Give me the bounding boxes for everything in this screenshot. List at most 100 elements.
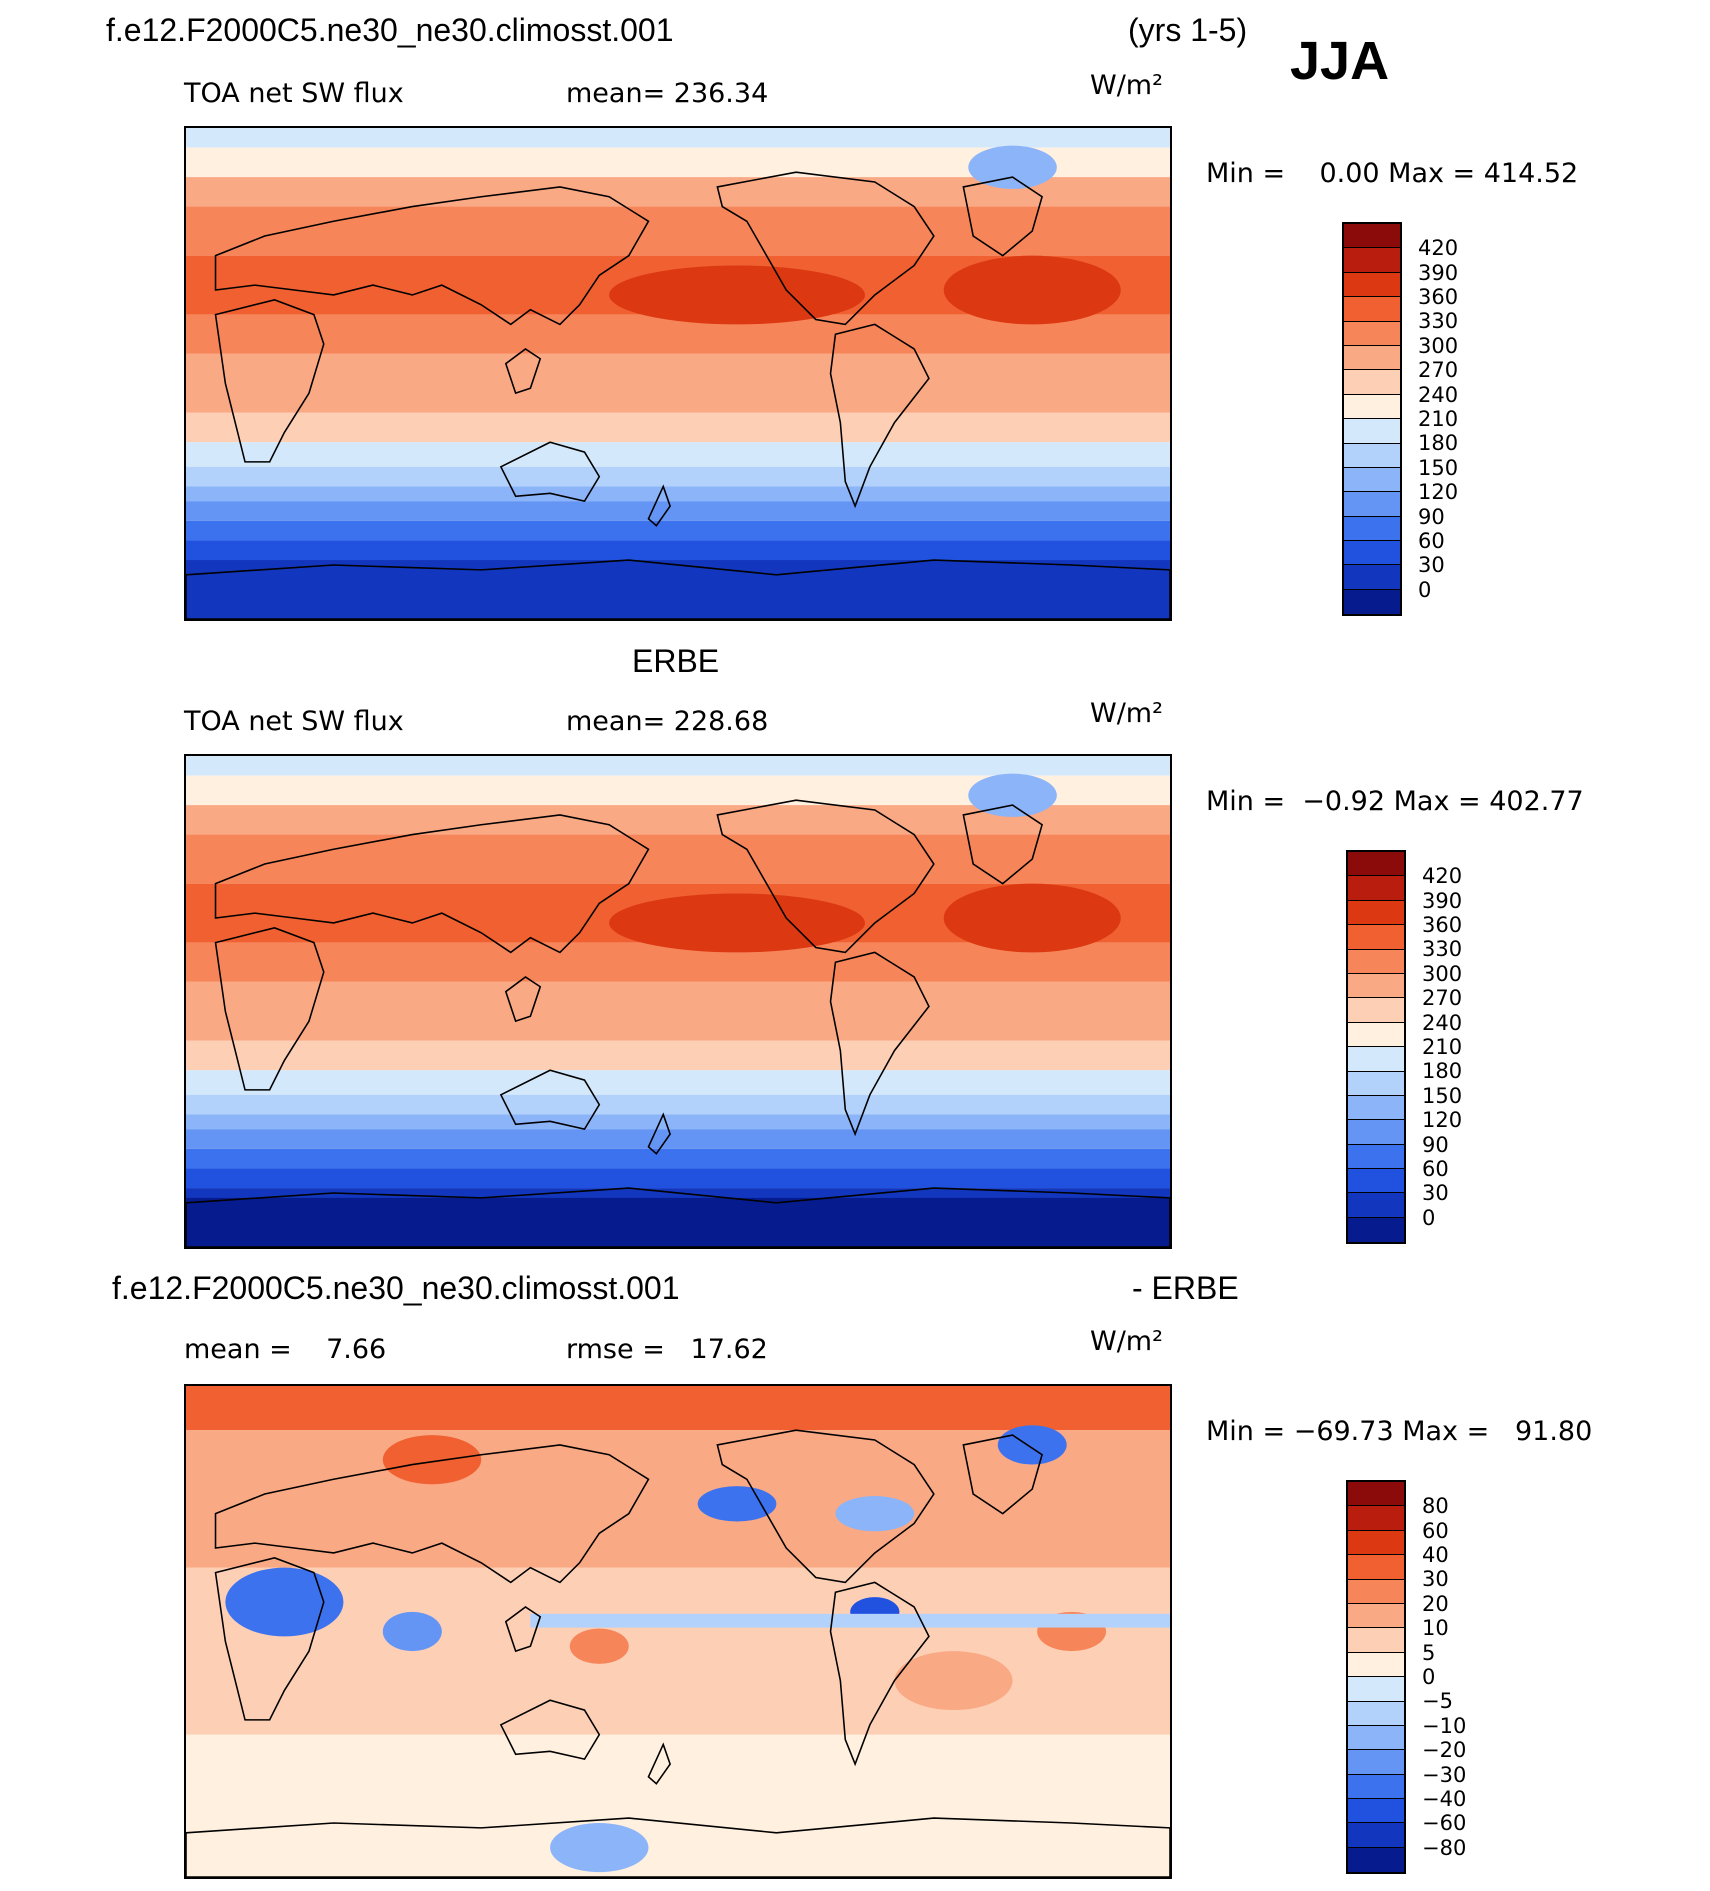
colorbar-swatch bbox=[1348, 1047, 1404, 1072]
colorbar-swatch bbox=[1344, 224, 1400, 249]
colorbar-swatch bbox=[1348, 925, 1404, 950]
colorbar-swatch bbox=[1348, 1095, 1404, 1121]
coastline bbox=[829, 951, 930, 1137]
colorbar-label: 30 bbox=[1422, 1181, 1449, 1206]
case-title: f.e12.F2000C5.ne30_ne30.climosst.001 bbox=[106, 12, 674, 48]
coastline bbox=[504, 347, 542, 395]
colorbar-label: 240 bbox=[1422, 1010, 1463, 1035]
colorbar-label: 120 bbox=[1422, 1108, 1463, 1133]
units-label: W/m² bbox=[1090, 1326, 1163, 1357]
colorbar-label: 330 bbox=[1418, 309, 1459, 334]
colorbar-swatch bbox=[1348, 1071, 1404, 1096]
coastline bbox=[214, 1557, 325, 1721]
colorbar-swatch bbox=[1348, 1725, 1404, 1751]
colorbar-swatch bbox=[1344, 248, 1400, 273]
coastline bbox=[499, 1069, 601, 1131]
colorbar-swatch bbox=[1348, 1701, 1404, 1726]
mean-label: mean= 236.34 bbox=[566, 78, 769, 109]
coastline bbox=[829, 323, 930, 509]
colorbar-label: 210 bbox=[1418, 407, 1459, 431]
colorbar-swatch bbox=[1348, 1774, 1404, 1800]
colorbar bbox=[1346, 1480, 1406, 1875]
colorbar-label: 5 bbox=[1422, 1640, 1436, 1665]
colorbar-swatch bbox=[1344, 297, 1400, 322]
colorbar-swatch bbox=[1344, 272, 1400, 298]
coastline bbox=[214, 299, 325, 463]
colorbar-label: 360 bbox=[1422, 913, 1463, 937]
colorbar-label: 60 bbox=[1422, 1518, 1449, 1543]
coastline bbox=[716, 1429, 935, 1584]
colorbar-label: 150 bbox=[1418, 455, 1459, 480]
colorbar-label: 30 bbox=[1422, 1567, 1449, 1592]
colorbar-label: 60 bbox=[1418, 529, 1445, 553]
colorbar-swatch bbox=[1344, 516, 1400, 542]
coastline bbox=[504, 975, 542, 1023]
colorbar-swatch bbox=[1348, 1144, 1404, 1170]
coastline bbox=[499, 1699, 601, 1761]
colorbar-label: 210 bbox=[1422, 1035, 1463, 1059]
colorbar-label: 90 bbox=[1418, 504, 1445, 529]
colorbar bbox=[1342, 222, 1402, 617]
colorbar-swatch bbox=[1348, 1750, 1404, 1775]
colorbar-swatch bbox=[1348, 900, 1404, 926]
colorbar-swatch bbox=[1348, 949, 1404, 974]
colorbar-label: 270 bbox=[1422, 986, 1463, 1011]
colorbar bbox=[1346, 850, 1406, 1245]
colorbar-label: 300 bbox=[1418, 333, 1459, 358]
colorbar-swatch bbox=[1344, 565, 1400, 590]
coastline bbox=[716, 799, 935, 954]
coastline bbox=[499, 441, 601, 503]
map-difference bbox=[184, 1384, 1172, 1879]
colorbar-label: 180 bbox=[1422, 1059, 1463, 1084]
colorbar-swatch bbox=[1344, 467, 1400, 493]
map-model-sw-flux bbox=[184, 126, 1172, 621]
variable-label: TOA net SW flux bbox=[184, 706, 404, 737]
coastline bbox=[829, 1581, 930, 1767]
coastline bbox=[647, 1112, 672, 1155]
coastline bbox=[962, 1434, 1043, 1515]
colorbar-swatch bbox=[1348, 1847, 1404, 1873]
season-label: JJA bbox=[1290, 31, 1390, 91]
colorbar-swatch bbox=[1348, 1628, 1404, 1653]
colorbar-swatch bbox=[1348, 1579, 1404, 1604]
mean-label: mean = 7.66 bbox=[184, 1334, 387, 1365]
colorbar-swatch bbox=[1348, 876, 1404, 901]
coastline bbox=[214, 1444, 650, 1584]
coastline bbox=[716, 171, 935, 326]
coastline bbox=[962, 176, 1043, 257]
units-label: W/m² bbox=[1090, 70, 1163, 101]
colorbar-swatch bbox=[1348, 1603, 1404, 1629]
colorbar-swatch bbox=[1348, 1217, 1404, 1243]
colorbar-swatch bbox=[1348, 852, 1404, 877]
colorbar-label: 30 bbox=[1418, 553, 1445, 578]
rmse-label: rmse = 17.62 bbox=[566, 1334, 768, 1365]
years-label: (yrs 1-5) bbox=[1128, 12, 1248, 48]
colorbar-label: 60 bbox=[1422, 1157, 1449, 1181]
colorbar-label: 150 bbox=[1422, 1083, 1463, 1108]
colorbar-label: 80 bbox=[1422, 1494, 1449, 1519]
map-erbe-sw-flux bbox=[184, 754, 1172, 1249]
units-label: W/m² bbox=[1090, 698, 1163, 729]
coastline bbox=[186, 559, 1170, 619]
mean-label: mean= 228.68 bbox=[566, 706, 769, 737]
coastline bbox=[647, 484, 672, 527]
colorbar-swatch bbox=[1344, 419, 1400, 444]
colorbar-label: −30 bbox=[1422, 1762, 1467, 1787]
colorbar-label: −40 bbox=[1422, 1787, 1467, 1811]
colorbar-label: 420 bbox=[1418, 236, 1459, 261]
colorbar-swatch bbox=[1348, 1022, 1404, 1048]
colorbar-label: 240 bbox=[1418, 382, 1459, 407]
minmax-label: Min = −0.92 Max = 402.77 bbox=[1206, 786, 1584, 817]
colorbar-label: 330 bbox=[1422, 937, 1463, 962]
colorbar-swatch bbox=[1348, 1652, 1404, 1678]
colorbar-label: 420 bbox=[1422, 864, 1463, 889]
panel-title: ERBE bbox=[632, 643, 720, 679]
colorbar-swatch bbox=[1344, 541, 1400, 566]
colorbar-swatch bbox=[1348, 1555, 1404, 1580]
colorbar-swatch bbox=[1348, 998, 1404, 1023]
colorbar-swatch bbox=[1344, 394, 1400, 420]
colorbar-swatch bbox=[1344, 492, 1400, 517]
colorbar-label: 270 bbox=[1418, 358, 1459, 383]
coastline bbox=[214, 927, 325, 1091]
colorbar-label: 390 bbox=[1418, 260, 1459, 285]
